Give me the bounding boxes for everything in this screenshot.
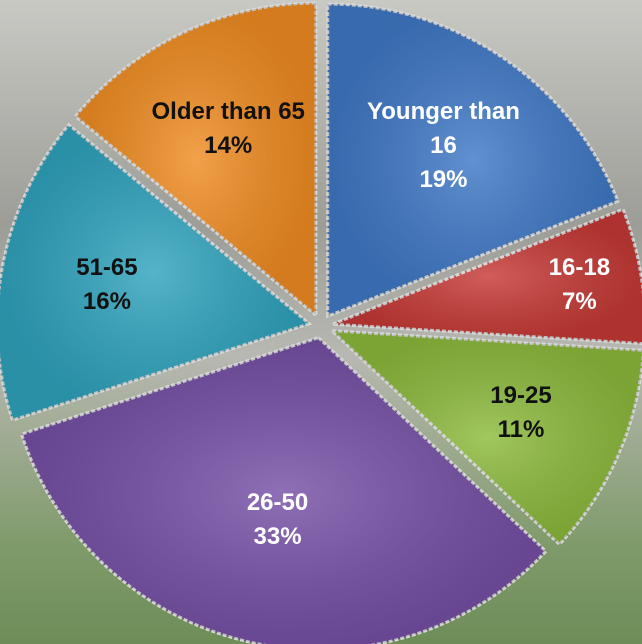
category-label: Older than 65	[151, 97, 305, 125]
slice-label: Older than 65 14%	[143, 95, 313, 163]
slice-shade	[75, 3, 316, 316]
slice-shade	[0, 124, 310, 421]
category-label: 19-25	[490, 381, 552, 409]
slice-label: 16-18 7%	[494, 251, 642, 319]
slice-label: 19-25 11%	[436, 379, 606, 447]
category-label: Younger than 16	[367, 97, 520, 159]
category-label: 16-18	[548, 254, 611, 282]
slice-shade	[327, 4, 618, 317]
slice-shade	[332, 330, 642, 545]
value-label: 16%	[82, 288, 131, 316]
slice-label: 51-65 16%	[22, 251, 192, 319]
slice-label: 26-50 33%	[193, 486, 363, 554]
category-label: 26-50	[246, 489, 309, 517]
value-label: 11%	[497, 415, 545, 443]
category-label: 51-65	[76, 254, 138, 282]
slice-shade	[21, 337, 546, 644]
value-label: 19%	[419, 165, 468, 193]
slice-label: Younger than 16 19%	[358, 95, 528, 197]
value-label: 33%	[253, 523, 302, 551]
value-label: 7%	[562, 288, 597, 316]
slice-shade	[332, 209, 642, 344]
value-label: 14%	[204, 131, 253, 159]
